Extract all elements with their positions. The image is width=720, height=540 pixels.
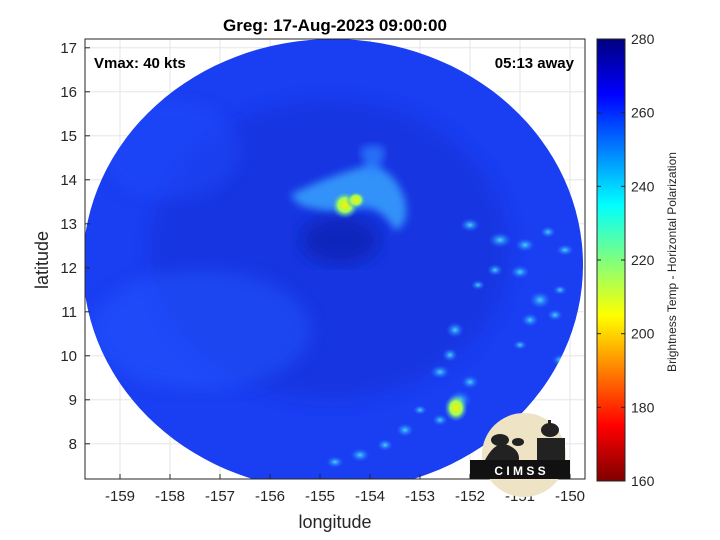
colorbar-tick-label: 240 <box>631 178 655 194</box>
convective-cell <box>487 264 503 276</box>
y-tick-label: 14 <box>60 172 77 189</box>
colorbar-tick-label: 160 <box>631 473 655 489</box>
y-tick-label: 8 <box>69 436 77 453</box>
convective-cell <box>350 448 370 462</box>
convective-cell <box>413 405 427 415</box>
x-tick-label: -157 <box>205 488 235 505</box>
convective-cell <box>556 244 574 256</box>
x-tick-label: -152 <box>455 488 485 505</box>
vmax-label: Vmax: 40 kts <box>94 55 186 72</box>
x-tick-label: -150 <box>555 488 585 505</box>
convective-cell <box>396 423 414 437</box>
colorbar-ticks: 280 260 240 220 200 180 160 <box>597 31 655 489</box>
y-tick-label: 12 <box>60 260 77 277</box>
x-tick-label: -159 <box>105 488 135 505</box>
x-axis-label: longitude <box>298 512 371 532</box>
y-tick-label: 13 <box>60 216 77 233</box>
y-tick-label: 17 <box>60 40 77 57</box>
y-tick-label: 16 <box>60 84 77 101</box>
y-tick-label: 9 <box>69 392 77 409</box>
convective-cell <box>488 232 512 248</box>
x-tick-label: -153 <box>405 488 435 505</box>
colorbar-tick-label: 220 <box>631 252 655 268</box>
convective-cell <box>446 322 464 338</box>
convective-cell <box>471 280 485 290</box>
convective-cell <box>461 375 479 389</box>
colorbar-tick-label: 280 <box>631 31 655 47</box>
convective-cells <box>326 218 574 468</box>
x-tick-label: -158 <box>155 488 185 505</box>
convective-cell <box>513 340 527 350</box>
away-label: 05:13 away <box>495 55 575 72</box>
convective-cell <box>432 414 448 426</box>
colorbar-label: Brightness Temp - Horizontal Polarizatio… <box>665 152 679 372</box>
y-axis-label: latitude <box>32 231 52 289</box>
y-tick-label: 15 <box>60 128 77 145</box>
convective-cell <box>547 309 563 321</box>
convective-cell <box>377 439 393 451</box>
convective-cell <box>510 265 530 279</box>
y-axis: 17 16 15 14 13 12 11 10 9 8 <box>60 40 90 453</box>
convective-cell <box>442 348 458 362</box>
convective-cell <box>326 456 344 468</box>
convective-cell <box>529 291 551 309</box>
colorbar-tick-label: 260 <box>631 105 655 121</box>
x-tick-label: -154 <box>355 488 385 505</box>
convective-cell <box>521 313 539 327</box>
x-tick-label: -156 <box>255 488 285 505</box>
cimss-logo: C I M S S <box>470 413 570 497</box>
microwave-scene <box>85 39 583 479</box>
y-tick-label: 10 <box>60 348 77 365</box>
colorbar-tick-label: 180 <box>631 399 655 415</box>
plot-title: Greg: 17-Aug-2023 09:00:00 <box>223 16 447 35</box>
convective-cell <box>460 218 480 232</box>
colorbar <box>596 38 626 482</box>
logo-text: C I M S S <box>494 464 545 478</box>
convective-cell <box>553 285 567 295</box>
x-tick-label: -155 <box>305 488 335 505</box>
convective-cell <box>540 226 556 238</box>
y-tick-label: 11 <box>61 304 77 321</box>
colorbar-tick-label: 200 <box>631 326 655 342</box>
axes-frame <box>84 38 586 480</box>
x-axis: -159-158-157-156-155-154-153-152-151-150 <box>105 474 585 505</box>
convective-cell <box>515 238 535 252</box>
convective-cell <box>430 365 450 379</box>
